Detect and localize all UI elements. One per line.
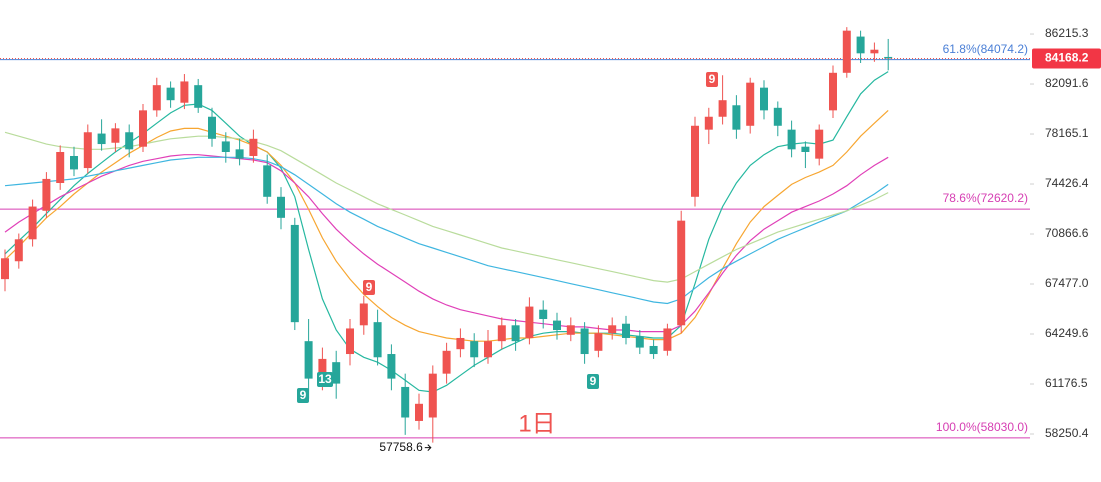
candle-body — [180, 81, 189, 103]
candle-body — [691, 125, 699, 197]
candle-body — [663, 328, 672, 351]
candle-body — [622, 323, 630, 338]
candle-body — [497, 325, 506, 342]
candle-body — [677, 220, 686, 326]
y-tick-label: 78165.1 — [1045, 126, 1089, 140]
last-price-box — [1032, 48, 1101, 69]
candle-body — [525, 306, 534, 338]
td-marker-label: 13 — [318, 372, 332, 386]
candle-body — [484, 341, 492, 358]
candle-body — [387, 354, 396, 379]
candle-body — [194, 85, 203, 108]
candle-body — [401, 386, 410, 418]
candle-body — [373, 322, 382, 358]
candle-body — [718, 100, 727, 117]
td-marker — [297, 388, 309, 403]
candle-body — [787, 129, 796, 150]
candle-body — [14, 239, 23, 262]
y-tick-label: 67477.0 — [1045, 276, 1089, 290]
level-label: 100.0%(58030.0) — [936, 420, 1028, 434]
candle-body — [359, 303, 368, 326]
candle-body — [553, 320, 561, 331]
candle-body — [152, 85, 161, 111]
candle-body — [1, 258, 9, 280]
candle-body — [249, 138, 258, 156]
candle-body — [884, 56, 893, 59]
candle-body — [539, 309, 548, 320]
y-tick-label: 74426.4 — [1045, 176, 1089, 190]
candle-body — [746, 82, 755, 126]
y-tick-label: 64249.6 — [1045, 326, 1089, 340]
candle-body — [815, 129, 824, 159]
candle-body — [635, 336, 644, 348]
td-marker-label: 9 — [590, 374, 597, 388]
candle-body — [70, 155, 78, 170]
candle-body — [111, 128, 120, 143]
candle-body — [870, 49, 879, 54]
candle-body — [42, 178, 51, 211]
y-tick-label: 58250.4 — [1045, 426, 1089, 440]
low-annotation: 57758.6 — [379, 440, 423, 454]
candle-body — [415, 403, 423, 421]
candle-body — [608, 325, 617, 334]
candle-body — [346, 328, 354, 355]
candle-body — [801, 146, 810, 152]
candle-body — [732, 105, 741, 130]
candle-body — [566, 325, 575, 335]
candle-body — [470, 341, 479, 358]
candle-body — [208, 116, 216, 139]
candle-body — [332, 362, 341, 384]
candle-body — [829, 72, 837, 111]
candle-body — [760, 87, 768, 111]
moving-average — [4, 131, 889, 283]
candle-body — [28, 206, 37, 240]
candle-body — [428, 373, 437, 418]
candle-body — [773, 107, 782, 126]
y-tick-label: 82091.6 — [1045, 76, 1089, 90]
candle-body — [594, 333, 603, 351]
td-marker-label: 9 — [300, 388, 307, 402]
candle-body — [442, 350, 451, 374]
candle-body — [139, 110, 147, 147]
candle-body — [842, 30, 851, 73]
level-label: 78.6%(72620.2) — [943, 191, 1028, 205]
candle-body — [83, 132, 92, 169]
td-marker-label: 9 — [709, 72, 716, 86]
moving-average — [4, 154, 889, 333]
candle-body — [649, 345, 658, 355]
candle-body — [97, 133, 106, 145]
td-marker-label: 9 — [366, 280, 373, 294]
moving-average — [4, 71, 889, 393]
candle-body — [304, 341, 313, 379]
candle-body — [263, 165, 272, 197]
candle-body — [856, 36, 865, 54]
low-arrow — [424, 444, 432, 451]
candle-body — [235, 149, 244, 159]
td-marker — [706, 72, 718, 87]
moving-average — [4, 156, 889, 305]
y-tick-label: 61176.5 — [1045, 376, 1088, 390]
y-tick-label: 86215.3 — [1045, 26, 1089, 40]
td-marker — [587, 374, 599, 389]
candle-body — [580, 328, 589, 355]
candle-body — [125, 132, 134, 150]
candle-body — [166, 87, 175, 101]
y-tick-label: 70866.6 — [1045, 226, 1089, 240]
td-marker — [363, 280, 375, 295]
candle-body — [511, 325, 520, 342]
moving-average — [4, 109, 889, 342]
candle-body — [56, 151, 65, 184]
candle-body — [221, 141, 230, 152]
candle-body — [704, 116, 713, 130]
candle-body — [456, 337, 465, 350]
interval-label: 1日 — [518, 410, 555, 437]
last-price-label: 84168.2 — [1045, 51, 1089, 65]
td-marker — [317, 372, 333, 387]
candle-body — [318, 358, 327, 377]
level-label: 61.8%(84074.2) — [943, 42, 1028, 56]
candle-body — [290, 224, 299, 323]
candle-body — [277, 196, 285, 218]
